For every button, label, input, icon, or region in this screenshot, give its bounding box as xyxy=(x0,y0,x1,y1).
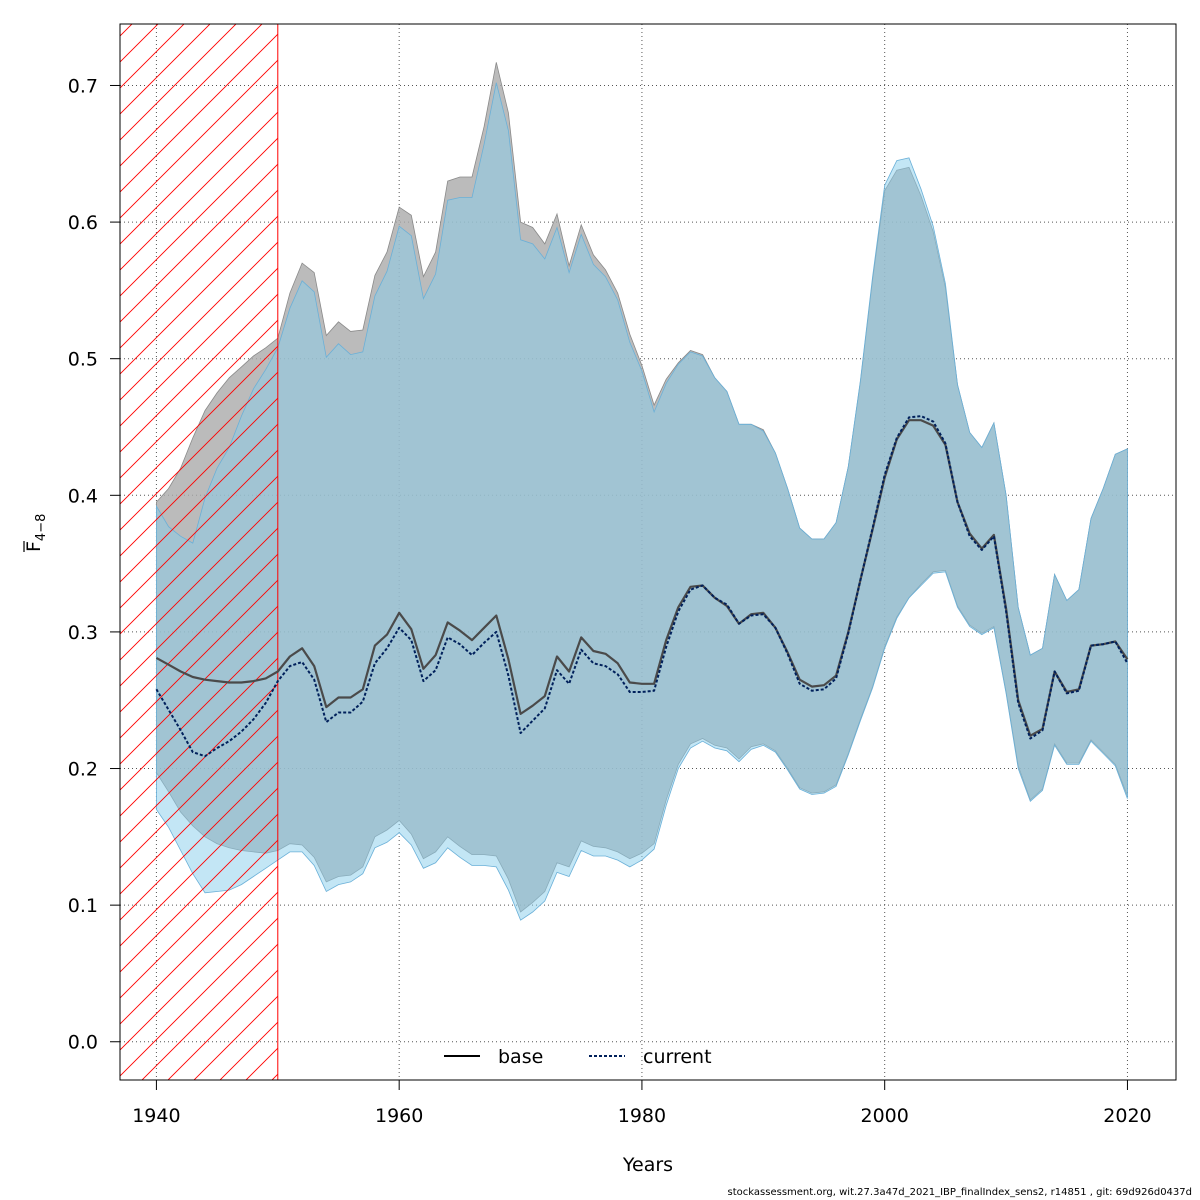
y-tick-label-0.7: 0.7 xyxy=(68,75,98,97)
x-tick-label-2020: 2020 xyxy=(1103,1105,1151,1127)
line-current xyxy=(155,415,1129,758)
x-tick-label-1940: 1940 xyxy=(132,1105,180,1127)
footer-source: stockassessment.org, wit.27.3a47d_2021_I… xyxy=(727,1187,1192,1198)
svg-text:F4−8: F4−8 xyxy=(23,514,49,552)
confidence-bands xyxy=(156,62,1128,921)
x-tick-label-2000: 2000 xyxy=(861,1105,909,1127)
y-axis-label-main: F xyxy=(23,541,45,552)
y-tick-label-0.2: 0.2 xyxy=(68,759,98,781)
series-lines xyxy=(155,415,1129,758)
y-tick-label-0.4: 0.4 xyxy=(68,485,98,507)
band-current xyxy=(156,82,1128,921)
y-tick-label-0.6: 0.6 xyxy=(68,212,98,234)
legend: base current xyxy=(444,1046,712,1068)
x-axis-label: Years xyxy=(622,1154,673,1176)
line-base xyxy=(155,419,1129,737)
x-tick-label-1980: 1980 xyxy=(618,1105,666,1127)
hatched-area xyxy=(120,24,279,1080)
y-axis-label: F4−8 xyxy=(23,514,49,552)
y-tick-label-0.0: 0.0 xyxy=(68,1032,98,1054)
axes: 1940 1960 1980 2000 2020 0.0 0.1 0.2 0.3 0.4 0.5 0.… xyxy=(68,75,1152,1127)
y-axis-label-sub: 4−8 xyxy=(34,514,49,541)
y-tick-label-0.3: 0.3 xyxy=(68,622,98,644)
x-tick-label-1960: 1960 xyxy=(375,1105,423,1127)
y-tick-label-0.5: 0.5 xyxy=(68,349,98,371)
hatched-region xyxy=(120,24,279,1080)
legend-current-label: current xyxy=(643,1046,712,1068)
y-tick-label-0.1: 0.1 xyxy=(68,895,98,917)
legend-base-label: base xyxy=(498,1046,543,1068)
